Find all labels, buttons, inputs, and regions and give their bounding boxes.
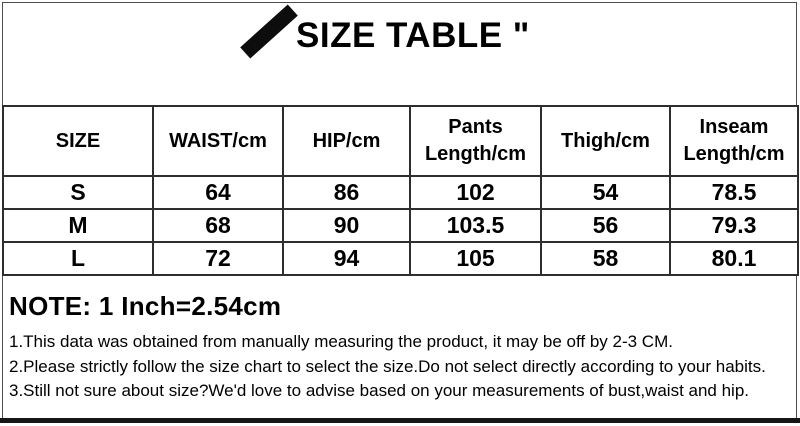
note-item: 1.This data was obtained from manually m…: [9, 332, 673, 351]
note-item: 2.Please strictly follow the size chart …: [9, 356, 766, 376]
size-table: SIZE WAIST/cm HIP/cm Pants Length/cm Thigh/c…: [2, 105, 799, 276]
table-cell: 79.3: [669, 208, 799, 243]
table-row: L 72 94 105 58 80.1: [2, 241, 799, 276]
table-header-cell: SIZE: [2, 105, 154, 177]
table-cell: 102: [409, 175, 542, 210]
note-heading: NOTE: 1 Inch=2.54cm: [9, 291, 282, 321]
table-header-row: SIZE WAIST/cm HIP/cm Pants Length/cm Thigh/c…: [2, 105, 799, 177]
table-cell: 94: [282, 241, 411, 276]
table-row: M 68 90 103.5 56 79.3: [2, 208, 799, 243]
table-header-cell: Thigh/cm: [540, 105, 671, 177]
table-header-cell: HIP/cm: [282, 105, 411, 177]
diagonal-stripe-icon: [240, 4, 298, 59]
size-table-body: S 64 86 102 54 78.5 M 68 90 103.5 56 79.3 L 72 94 105 58…: [2, 175, 799, 276]
table-cell: 103.5: [409, 208, 542, 243]
table-cell: 54: [540, 175, 671, 210]
table-cell: 68: [152, 208, 284, 243]
note-list: 1.This data was obtained from manually m…: [9, 330, 788, 404]
table-cell: 78.5: [669, 175, 799, 210]
table-header-cell: Pants Length/cm: [409, 105, 542, 177]
bottom-bar: [0, 418, 800, 423]
table-cell: 56: [540, 208, 671, 243]
table-header-cell: WAIST/cm: [152, 105, 284, 177]
table-cell: 72: [152, 241, 284, 276]
table-cell: M: [2, 208, 154, 243]
table-header-cell: Inseam Length/cm: [669, 105, 799, 177]
table-row: S 64 86 102 54 78.5: [2, 175, 799, 210]
page-title: SIZE TABLE ": [296, 16, 530, 55]
size-table-header: SIZE WAIST/cm HIP/cm Pants Length/cm Thigh/c…: [2, 105, 799, 177]
table-cell: L: [2, 241, 154, 276]
table-cell: 64: [152, 175, 284, 210]
table-cell: 86: [282, 175, 411, 210]
notes-section: NOTE: 1 Inch=2.54cm 1.This data was obta…: [9, 291, 788, 404]
table-cell: 58: [540, 241, 671, 276]
table-cell: 105: [409, 241, 542, 276]
note-item: 3.Still not sure about size?We'd love to…: [9, 381, 750, 400]
table-cell: 80.1: [669, 241, 799, 276]
table-cell: 90: [282, 208, 411, 243]
table-cell: S: [2, 175, 154, 210]
